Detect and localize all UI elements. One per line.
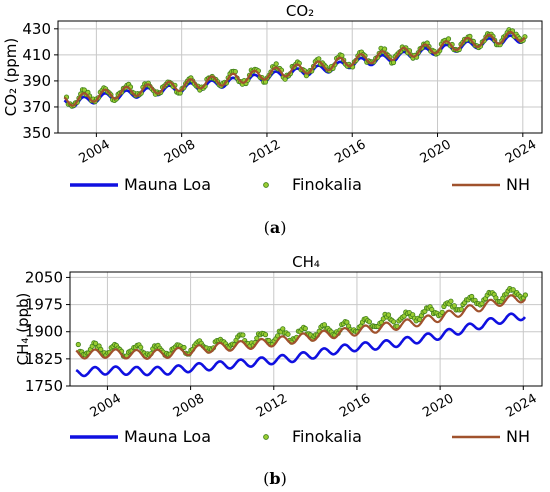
series-nh (63, 30, 526, 107)
x-tick-label: 2020 (420, 391, 456, 421)
y-tick-label: 1900 (25, 323, 63, 341)
axes-frame (57, 20, 543, 134)
legend-label: Finokalia (292, 427, 362, 446)
x-tick-label: 2012 (254, 391, 290, 421)
data-point (98, 346, 104, 352)
legend-label: NH (506, 175, 530, 194)
caption-a: (a) (263, 218, 287, 237)
y-tick-label: 390 (22, 72, 51, 90)
series-mauna-loa (75, 312, 527, 378)
data-point (181, 344, 187, 351)
data-point (254, 335, 260, 341)
data-point (262, 331, 269, 338)
y-axis-label: CH₄ (ppb) (14, 293, 32, 366)
series-line (63, 30, 526, 107)
data-point (451, 303, 457, 309)
data-point (366, 319, 372, 325)
x-tick-label: 2008 (171, 391, 207, 421)
caption-b: (b) (263, 469, 287, 488)
data-point (510, 287, 516, 293)
series-nh (75, 294, 526, 360)
data-point (93, 340, 99, 346)
data-point (273, 61, 279, 67)
y-tick-label: 370 (22, 98, 51, 116)
series-finokalia (75, 285, 529, 360)
x-tick-label: 2016 (337, 391, 373, 421)
legend-label: Mauna Loa (124, 427, 211, 446)
y-tick-label: 1750 (25, 377, 63, 395)
caption-b-letter: b (269, 469, 281, 488)
data-point (75, 341, 81, 348)
legend-swatch-marker (263, 434, 269, 440)
legend-label: Mauna Loa (124, 175, 211, 194)
chart-panel-2: 1750 1825 1900 1975 2050 2004 2008 2012 2016 2020… (14, 253, 543, 446)
data-point (385, 312, 392, 318)
y-tick-label: 430 (22, 20, 51, 38)
x-tick-label: 2012 (247, 137, 283, 167)
data-point (274, 333, 281, 339)
data-point (302, 325, 308, 332)
y-tick-label: 1975 (25, 296, 63, 314)
series-line (75, 312, 527, 378)
legend-label: Finokalia (292, 175, 362, 194)
series-finokalia (63, 27, 528, 109)
x-tick-label: 2024 (503, 137, 539, 167)
data-point (240, 332, 246, 338)
legend: Mauna Loa Finokalia NH (70, 175, 530, 194)
data-point (285, 331, 291, 337)
series-line (75, 294, 526, 360)
legend-swatch-marker (263, 182, 269, 188)
chart-title: CH₄ (292, 253, 320, 271)
chart-title: CO₂ (286, 2, 314, 20)
chart-panel-1: 350 370 390 410 430 2004 2008 2012 2016 2020 2024 C… (2, 2, 543, 194)
x-tick-label: 2016 (332, 137, 368, 167)
data-point (316, 56, 322, 62)
x-tick-label: 2004 (88, 391, 124, 421)
y-tick-label: 1825 (25, 350, 63, 368)
data-point (321, 322, 327, 328)
data-point (439, 309, 445, 315)
x-tick-label: 2004 (77, 137, 113, 167)
data-point (522, 292, 529, 298)
data-point (448, 298, 454, 304)
data-point (391, 319, 397, 325)
x-tick-label: 2008 (162, 137, 198, 167)
legend: Mauna Loa Finokalia NH (70, 427, 530, 446)
y-tick-label: 2050 (25, 268, 63, 286)
y-tick-label: 350 (22, 124, 51, 142)
data-point (138, 344, 144, 350)
data-point (280, 326, 286, 332)
y-axis-label: CO₂ (ppm) (2, 38, 20, 116)
legend-label: NH (506, 427, 530, 446)
data-point (458, 306, 464, 312)
x-tick-label: 2024 (503, 391, 539, 421)
y-tick-label: 410 (22, 46, 51, 64)
caption-a-letter: a (269, 218, 281, 237)
axes-frame (69, 271, 543, 387)
x-tick-label: 2020 (418, 137, 454, 167)
